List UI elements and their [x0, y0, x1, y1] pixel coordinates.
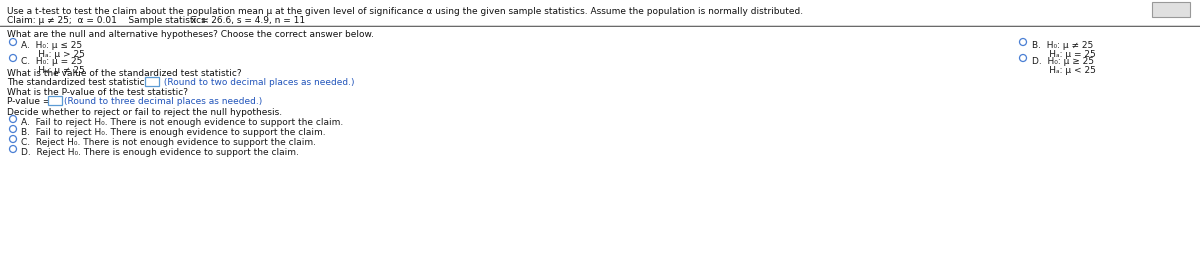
Circle shape	[1020, 39, 1026, 45]
Text: Claim: μ ≠ 25;  α = 0.01    Sample statistics:: Claim: μ ≠ 25; α = 0.01 Sample statistic…	[7, 16, 211, 25]
Text: D.  H₀: μ ≥ 25: D. H₀: μ ≥ 25	[1032, 57, 1094, 66]
Text: = 26.6, s = 4.9, n = 11: = 26.6, s = 4.9, n = 11	[198, 16, 305, 25]
Text: x̅: x̅	[191, 16, 197, 25]
Text: What is the P-value of the test statistic?: What is the P-value of the test statisti…	[7, 88, 188, 97]
Text: A.  Fail to reject H₀. There is not enough evidence to support the claim.: A. Fail to reject H₀. There is not enoug…	[22, 118, 343, 127]
Text: B.  H₀: μ ≠ 25: B. H₀: μ ≠ 25	[1032, 41, 1093, 50]
Text: The standardized test statistic is: The standardized test statistic is	[7, 78, 155, 87]
Text: Hₐ: μ ≠ 25: Hₐ: μ ≠ 25	[22, 66, 85, 75]
Circle shape	[10, 135, 17, 142]
Text: (Round to two decimal places as needed.): (Round to two decimal places as needed.)	[161, 78, 354, 87]
FancyBboxPatch shape	[48, 96, 62, 104]
Text: C.  Reject H₀. There is not enough evidence to support the claim.: C. Reject H₀. There is not enough eviden…	[22, 138, 316, 147]
FancyBboxPatch shape	[1152, 2, 1190, 17]
Text: What are the null and alternative hypotheses? Choose the correct answer below.: What are the null and alternative hypoth…	[7, 30, 374, 39]
Text: D.  Reject H₀. There is enough evidence to support the claim.: D. Reject H₀. There is enough evidence t…	[22, 148, 299, 157]
Circle shape	[1020, 55, 1026, 61]
Text: P-value =: P-value =	[7, 97, 53, 106]
Circle shape	[10, 39, 17, 45]
Text: What is the value of the standardized test statistic?: What is the value of the standardized te…	[7, 69, 241, 78]
Text: Decide whether to reject or fail to reject the null hypothesis.: Decide whether to reject or fail to reje…	[7, 108, 282, 117]
Text: C.  H₀: μ = 25: C. H₀: μ = 25	[22, 57, 83, 66]
Text: A.  H₀: μ ≤ 25: A. H₀: μ ≤ 25	[22, 41, 82, 50]
Text: Use a t-test to test the claim about the population mean μ at the given level of: Use a t-test to test the claim about the…	[7, 7, 803, 16]
Circle shape	[10, 116, 17, 122]
Circle shape	[10, 55, 17, 61]
FancyBboxPatch shape	[145, 76, 158, 86]
Circle shape	[10, 145, 17, 153]
Text: ≡≡≡: ≡≡≡	[1162, 5, 1181, 14]
Text: B.  Fail to reject H₀. There is enough evidence to support the claim.: B. Fail to reject H₀. There is enough ev…	[22, 128, 325, 137]
Text: Hₐ: μ = 25: Hₐ: μ = 25	[1032, 50, 1096, 59]
Text: (Round to three decimal places as needed.): (Round to three decimal places as needed…	[64, 97, 263, 106]
Circle shape	[10, 125, 17, 132]
Text: Hₐ: μ > 25: Hₐ: μ > 25	[22, 50, 85, 59]
Text: Hₐ: μ < 25: Hₐ: μ < 25	[1032, 66, 1096, 75]
